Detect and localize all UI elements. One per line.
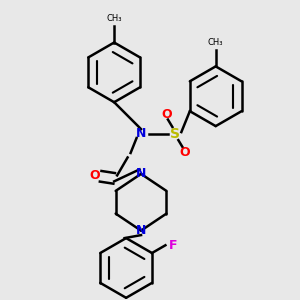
Text: F: F (168, 239, 177, 252)
Text: CH₃: CH₃ (106, 14, 122, 23)
Text: O: O (161, 108, 172, 121)
Text: CH₃: CH₃ (208, 38, 224, 47)
Text: N: N (136, 224, 146, 237)
Text: O: O (89, 169, 100, 182)
Text: S: S (170, 127, 180, 141)
Text: N: N (136, 127, 146, 140)
Text: O: O (179, 146, 190, 160)
Text: N: N (136, 167, 146, 180)
